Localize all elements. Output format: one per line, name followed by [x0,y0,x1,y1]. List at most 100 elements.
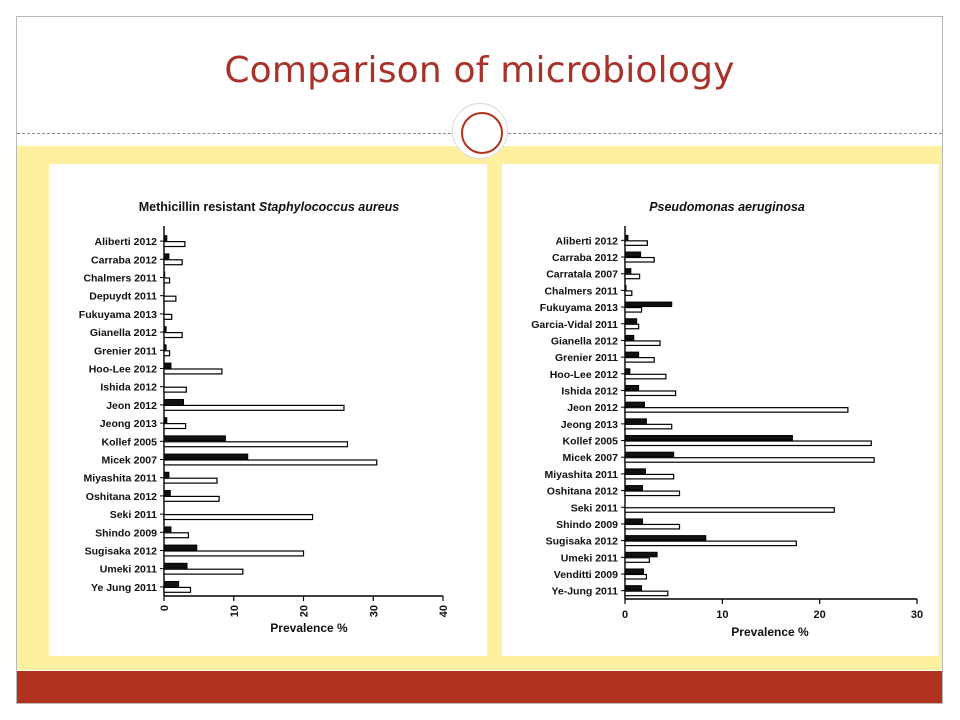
chart0-bar-light [163,295,177,302]
chart0-bar-light [163,277,171,284]
chart0-category-label: Depuydt 2011 [89,291,157,303]
chart0-bar-dark [163,344,167,351]
chart1-bar-dark [624,535,707,541]
chart1-category-label: Oshitana 2012 [547,486,618,498]
chart1-bar-light [624,523,681,530]
chart0-bar-light [163,550,305,557]
chart0-bar-light [163,568,244,575]
chart0-category-label: Grenier 2011 [94,345,157,357]
chart0-bar-light [163,586,192,593]
chart1-category-label: Miyashita 2011 [544,469,618,481]
chart0-x-tick-label: 20 [299,605,311,617]
chart0-category-label: Sugisaka 2012 [85,546,158,558]
chart0-bar-light [163,240,186,248]
chart1-bar-dark [624,318,638,324]
chart0-bar-dark [163,526,172,533]
chart0-bar-dark [163,417,168,424]
chart1-bar-dark [624,485,644,491]
chart1-category-label: Gianella 2012 [551,335,618,347]
chart0-category-label: Aliberti 2012 [95,236,158,248]
pseudomonas-chart-svg: 0 10 20 30 Prevalence % Aliberti 2012 Carraba … [531,226,923,639]
chart1-category-label: Kollef 2005 [563,436,619,448]
chart1-bar-dark [624,451,675,458]
chart0-category-label: Gianella 2012 [90,327,157,339]
chart1-bar-light [624,540,797,547]
chart1-bar-dark [624,585,643,591]
chart1-x-tick-label: 30 [911,609,923,621]
chart1-bar-light [624,357,655,363]
chart1-bar-dark [624,301,673,308]
chart0-category-label: Umeki 2011 [100,564,157,576]
chart0-category-label: Ishida 2012 [100,382,157,394]
circle-ornament-icon [452,103,508,159]
chart1-bar-dark [624,268,632,274]
chart1-bar-light [624,306,643,313]
chart0-bar-light [163,350,171,357]
chart0-bar-dark [163,471,170,478]
chart0-bar-dark [163,398,185,405]
chart0-bar-light [163,459,378,466]
chart1-x-tick-label: 10 [716,609,728,621]
chart1-category-label: Ye-Jung 2011 [551,586,618,598]
chart1-bar-light [624,240,648,246]
chart1-bar-light [624,373,667,380]
chart1-bar-dark [624,234,629,241]
chart1-category-label: Fukuyama 2013 [540,302,618,314]
chart1-bar-dark [624,384,640,391]
chart0-bar-light [163,532,190,539]
chart1-bar-light [624,590,669,597]
chart0-category-label: Micek 2007 [102,455,158,467]
chart1-bar-dark [624,334,635,341]
chart1-x-tick-label: 20 [814,609,826,621]
chart1-category-label: Carraba 2012 [552,252,618,264]
ornament-ring [461,112,503,154]
chart1-bar-light [624,290,633,296]
chart0-category-label: Carraba 2012 [91,254,157,266]
chart0-x-tick-label: 30 [368,605,380,617]
pseudomonas-chart-title: Pseudomonas aeruginosa [562,200,892,214]
chart0-category-label: Oshitana 2012 [86,491,157,503]
chart0-bar-light [163,441,349,448]
mrsa-chart-title: Methicillin resistant Staphylococcus aur… [89,200,449,214]
chart0-x-tick-label: 40 [438,605,450,617]
chart0-bar-dark [163,562,188,569]
mrsa-chart-panel: Methicillin resistant Staphylococcus aur… [49,164,487,656]
chart1-category-label: Hoo-Lee 2012 [550,369,618,381]
chart1-bar-light [624,457,875,463]
chart1-bar-dark [624,351,640,358]
chart1-bar-light [624,507,835,513]
footer-bar [17,671,942,703]
chart1-category-label: Jeong 2013 [561,419,618,431]
chart1-bar-light [624,440,872,447]
chart1-bar-light [624,256,655,263]
chart0-bar-light [163,423,187,430]
chart1-bar-dark [624,251,642,258]
chart0-category-label: Ye Jung 2011 [91,582,157,594]
chart1-category-label: Aliberti 2012 [556,235,619,247]
chart0-category-label: Jeong 2013 [100,418,157,430]
chart1-bar-dark [624,284,627,291]
chart1-bar-dark [624,401,645,408]
chart0-bar-dark [163,235,168,242]
chart1-bar-light [624,340,661,347]
chart0-bar-dark [163,489,171,496]
chart0-bar-light [163,514,314,521]
chart1-bar-dark [624,468,646,474]
chart1-bar-dark [624,435,793,441]
chart0-category-label: Hoo-Lee 2012 [89,364,157,376]
chart0-category-label: Miyashita 2011 [83,473,157,485]
chart1-bar-light [624,407,849,413]
chart1-category-label: Jeon 2012 [567,402,618,414]
chart1-bar-light [624,490,681,497]
pseudomonas-chart-panel: Pseudomonas aeruginosa 0 10 20 30 Prevalence… [502,164,939,656]
chart0-bar-dark [163,580,180,587]
mrsa-chart-title-italic: Staphylococcus aureus [258,200,400,214]
chart0-bar-light [163,404,345,411]
chart0-bar-light [163,386,187,393]
chart0-category-label: Shindo 2009 [95,527,157,539]
chart1-x-axis-label: Prevalence % [731,625,809,639]
pseudomonas-chart-title-italic: Pseudomonas aeruginosa [649,200,805,214]
chart0-category-label: Jeon 2012 [106,400,157,412]
chart1-bar-dark [624,551,658,558]
chart1-category-label: Shindo 2009 [556,519,618,531]
